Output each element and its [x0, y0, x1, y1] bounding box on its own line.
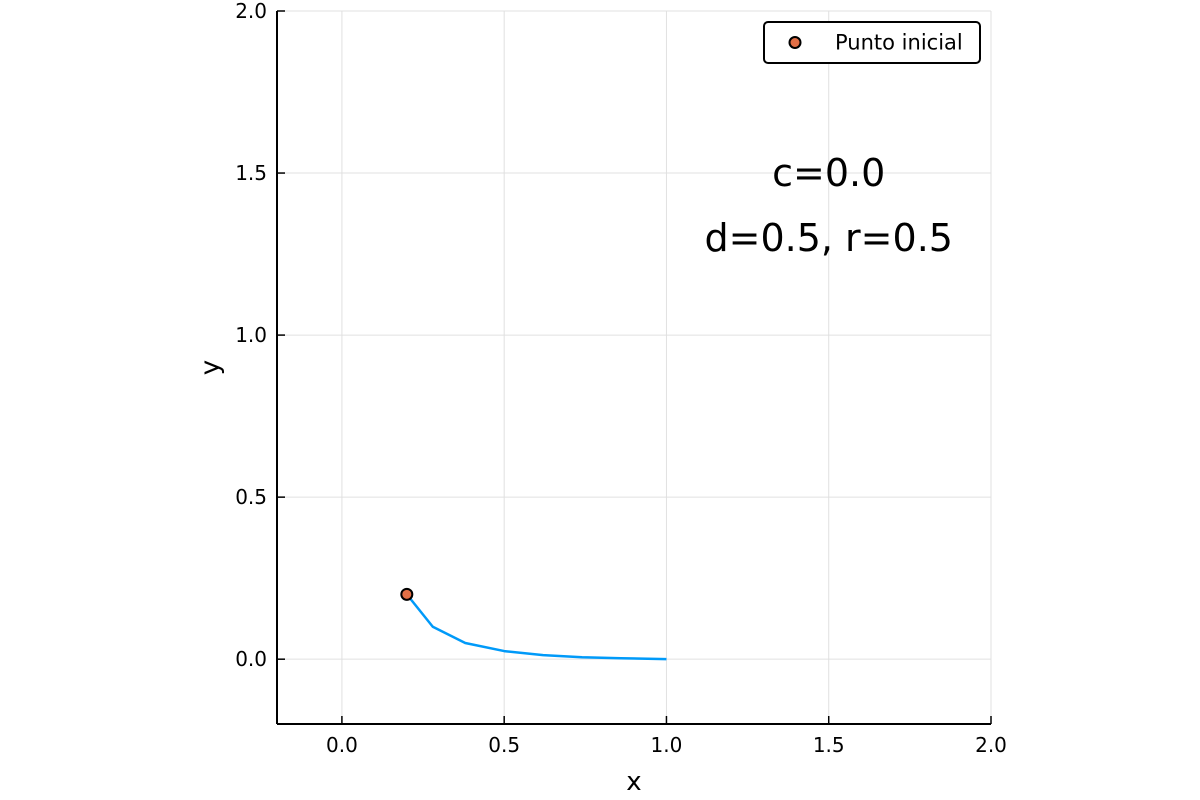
- tick-labels: 0.0 0.5 1.0 1.5 2.0 0.0 0.5 1.0 1.5 2.0: [235, 0, 1007, 757]
- legend-label: Punto inicial: [835, 31, 963, 55]
- axes: [276, 10, 992, 725]
- annotation-text: c=0.0: [772, 151, 885, 195]
- x-axis-label: x: [626, 767, 641, 797]
- x-tick-label: 2.0: [975, 733, 1007, 757]
- legend-box: [763, 21, 981, 64]
- y-tick-label: 2.0: [235, 0, 267, 23]
- grid-lines: [277, 10, 992, 724]
- annotation-text: d=0.5, r=0.5: [705, 216, 953, 260]
- y-tick-label: 0.0: [235, 647, 267, 671]
- x-tick-label: 0.0: [326, 733, 358, 757]
- y-tick-label: 0.5: [235, 485, 267, 509]
- legend-marker: [788, 36, 802, 49]
- y-axis-label: y: [196, 360, 226, 375]
- legend: Punto inicial: [763, 21, 981, 64]
- plot-series: [400, 587, 667, 661]
- x-tick-label: 1.5: [813, 733, 845, 757]
- initial-point-marker: [400, 587, 414, 601]
- trajectory-line: [405, 593, 667, 661]
- annotations: c=0.0 d=0.5, r=0.5: [705, 151, 953, 260]
- y-tick-label: 1.5: [235, 161, 267, 185]
- y-tick-label: 1.0: [235, 323, 267, 347]
- x-tick-label: 0.5: [488, 733, 520, 757]
- x-tick-label: 1.0: [651, 733, 683, 757]
